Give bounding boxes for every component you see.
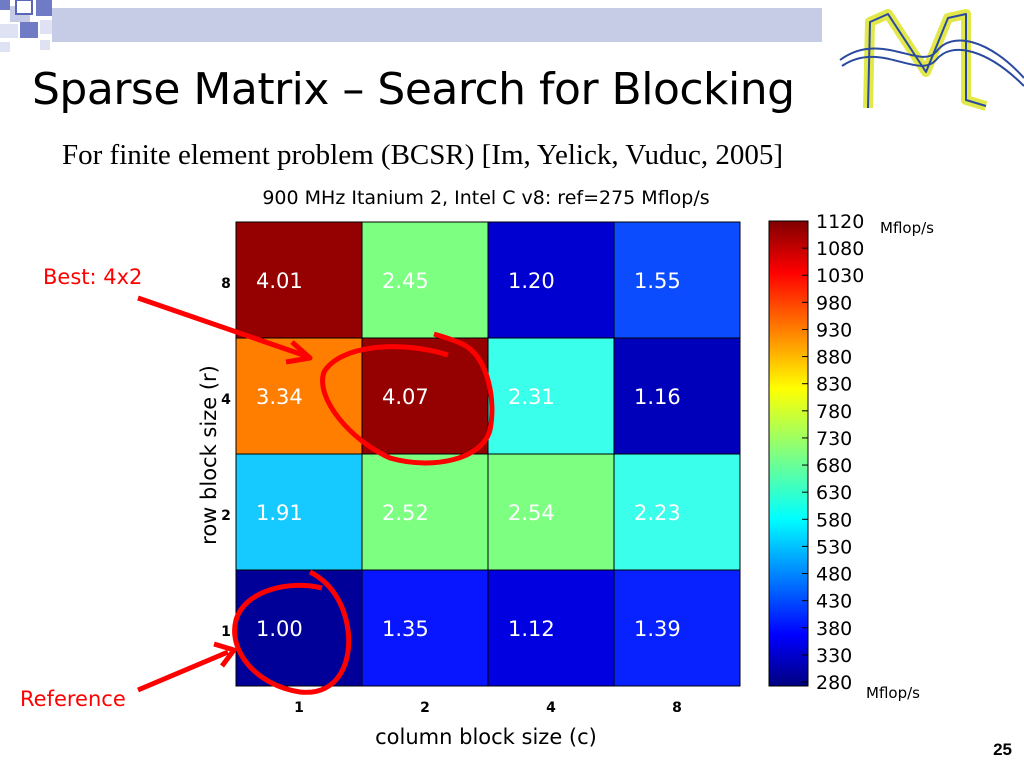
colorbar-unit-top: Mflop/s (880, 219, 934, 237)
colorbar-tick-label: 480 (816, 564, 852, 586)
reference-arrow-shaft (137, 649, 229, 693)
x-tick-label: 8 (672, 700, 682, 716)
y-axis-label: row block size (r) (197, 365, 221, 545)
y-tick-label: 2 (221, 508, 231, 524)
colorbar-tick-label: 980 (816, 292, 852, 314)
header-bar (52, 8, 822, 42)
y-tick-label: 4 (221, 392, 231, 408)
colorbar-tick-label: 730 (816, 428, 852, 450)
reference-circle (232, 569, 352, 695)
deco-square (0, 0, 10, 10)
heatmap-cell (487, 453, 615, 571)
best-label: Best: 4x2 (43, 265, 142, 289)
cell-value-label: 2.31 (508, 385, 555, 409)
cell-value-label: 1.91 (256, 501, 303, 525)
heatmap-cell (235, 569, 363, 687)
slide-title: Sparse Matrix – Search for Blocking (32, 64, 795, 115)
colorbar-tick-label: 830 (816, 374, 852, 396)
cell-value-label: 1.55 (634, 269, 681, 293)
cell-value-label: 4.01 (256, 269, 303, 293)
colorbar-tick-label: 880 (816, 347, 852, 369)
cell-value-label: 4.07 (382, 385, 429, 409)
reference-annotation: Reference (20, 569, 352, 711)
colorbar-tick-label: 1030 (816, 265, 864, 287)
heatmap-cell (613, 221, 741, 339)
colorbar-tick-label: 380 (816, 618, 852, 640)
chart-title: 900 MHz Itanium 2, Intel C v8: ref=275 M… (262, 187, 709, 209)
best-arrow-head-icon (285, 340, 313, 365)
colorbar-unit-bottom: Mflop/s (866, 684, 920, 702)
colorbar-tick-label: 680 (816, 455, 852, 477)
deco-square (15, 0, 33, 15)
best-arrow-shaft (137, 295, 307, 359)
deco-square (20, 22, 38, 38)
cell-value-label: 1.35 (382, 617, 429, 641)
colorbar-tick-label: 780 (816, 401, 852, 423)
heatmap-cell (361, 221, 489, 339)
cell-value-label: 2.45 (382, 269, 429, 293)
colorbar-tick-label: 930 (816, 319, 852, 341)
reference-label: Reference (20, 687, 126, 711)
y-tick-label: 8 (221, 276, 231, 292)
cell-value-label: 1.20 (508, 269, 555, 293)
heatmap-cell (613, 337, 741, 455)
cell-value-label: 1.12 (508, 617, 555, 641)
cell-value-label: 2.54 (508, 501, 555, 525)
cell-value-label: 3.34 (256, 385, 303, 409)
cell-value-label: 2.52 (382, 501, 429, 525)
colorbar-tick-label: 280 (816, 672, 852, 694)
heatmap-cell (613, 569, 741, 687)
colorbar-tick-label: 630 (816, 482, 852, 504)
colorbar-tick-label: 580 (816, 509, 852, 531)
deco-square (36, 0, 52, 16)
colorbar-tick-label: 1080 (816, 238, 864, 260)
heatmap-cell (361, 569, 489, 687)
cell-value-label: 1.16 (634, 385, 681, 409)
colorbar-tick-label: 530 (816, 536, 852, 558)
x-tick-label: 2 (420, 700, 430, 716)
colorbar-tick-label: 1120 (816, 211, 864, 233)
y-tick-label: 1 (221, 624, 231, 640)
best-annotation: Best: 4x2 (43, 265, 495, 466)
deco-square (0, 24, 18, 38)
cell-value-label: 1.00 (256, 617, 303, 641)
x-axis-label: column block size (c) (375, 725, 597, 749)
heatmap-cell (361, 337, 489, 455)
reference-arrow-head-icon (213, 641, 237, 668)
deco-square (0, 42, 10, 52)
deco-square (40, 40, 50, 50)
heatmap-cell (487, 569, 615, 687)
cell-value-label: 1.39 (634, 617, 681, 641)
colorbar-tick-label: 430 (816, 591, 852, 613)
best-circle (320, 331, 495, 466)
heatmap-cell (487, 337, 615, 455)
x-tick-label: 1 (294, 700, 304, 716)
x-tick-label: 4 (546, 700, 556, 716)
page-number: 25 (993, 740, 1012, 759)
heatmap-cell (235, 453, 363, 571)
heatmap-cell (613, 453, 741, 571)
slide-subtitle: For finite element problem (BCSR) [Im, Y… (62, 139, 784, 171)
colorbar-tick-label: 330 (816, 645, 852, 667)
colorbar (768, 220, 809, 687)
bridge-logo-icon (839, 9, 1024, 111)
heatmap-cell (235, 221, 363, 339)
cell-value-label: 2.23 (634, 501, 681, 525)
